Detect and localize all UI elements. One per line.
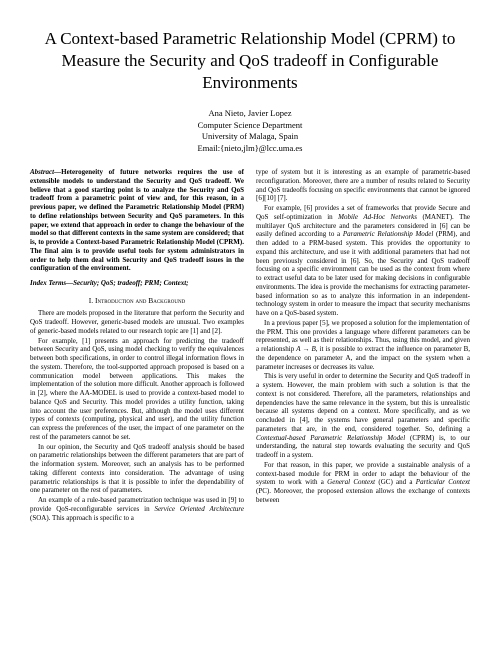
paper-title: A Context-based Parametric Relationship … xyxy=(30,28,470,94)
body-paragraph: For that reason, in this paper, we provi… xyxy=(256,461,470,505)
body-paragraph: For example, [6] provides a set of frame… xyxy=(256,204,470,318)
body-paragraph: This is very useful in order to determin… xyxy=(256,372,470,460)
author-univ: University of Malaga, Spain xyxy=(30,131,470,142)
body-paragraph: For example, [1] presents an approach fo… xyxy=(30,337,244,442)
index-terms: Index Terms—Security; QoS; tradeoff; PRM… xyxy=(30,279,244,288)
left-column: Abstract—Heterogeneity of future network… xyxy=(30,168,244,523)
section-1-heading: I. Introduction and Background xyxy=(30,296,244,305)
body-paragraph: In a previous paper [5], we proposed a s… xyxy=(256,319,470,372)
author-names: Ana Nieto, Javier Lopez xyxy=(30,108,470,119)
body-paragraph: type of system but it is interesting as … xyxy=(256,168,470,203)
body-paragraph: There are models proposed in the literat… xyxy=(30,309,244,335)
body-paragraph: In our opinion, the Security and QoS tra… xyxy=(30,443,244,496)
abstract-text: Heterogeneity of future networks require… xyxy=(30,168,244,272)
abstract-block: Abstract—Heterogeneity of future network… xyxy=(30,168,244,273)
author-block: Ana Nieto, Javier Lopez Computer Science… xyxy=(30,108,470,154)
two-column-layout: Abstract—Heterogeneity of future network… xyxy=(30,168,470,523)
abstract-label: Abstract— xyxy=(30,168,61,176)
author-email: Email:{nieto,jlm}@lcc.uma.es xyxy=(30,143,470,154)
author-dept: Computer Science Department xyxy=(30,120,470,131)
right-column: type of system but it is interesting as … xyxy=(256,168,470,523)
body-paragraph: An example of a rule-based parametrizati… xyxy=(30,496,244,522)
